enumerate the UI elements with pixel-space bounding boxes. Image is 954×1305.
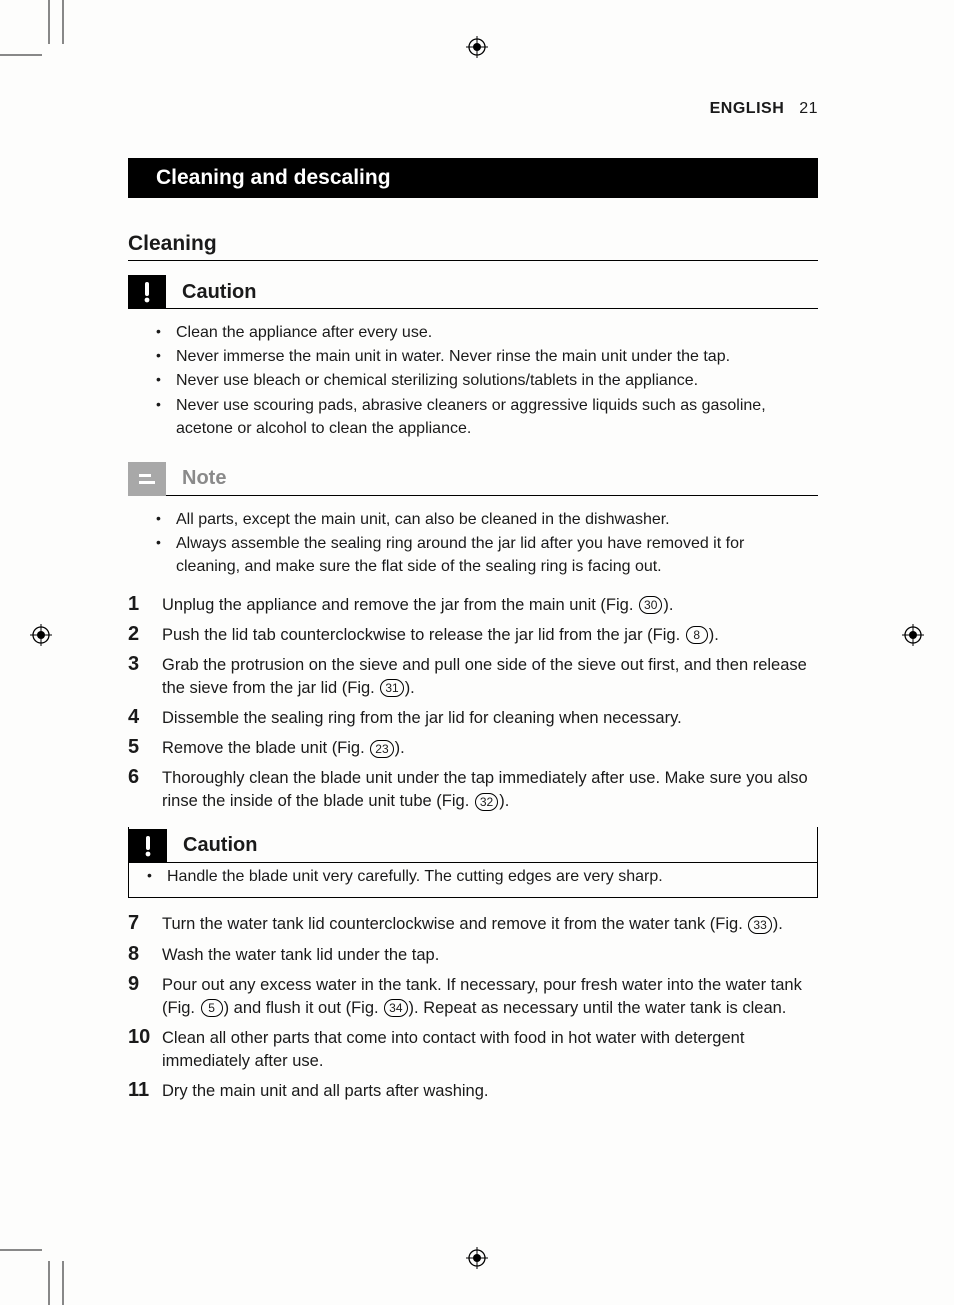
step-number: 9 <box>128 973 162 995</box>
step-item: 1Unplug the appliance and remove the jar… <box>128 593 818 617</box>
figure-reference: 8 <box>686 626 708 644</box>
caution-label: Caution <box>167 829 817 863</box>
step-text: Turn the water tank lid counterclockwise… <box>162 912 818 936</box>
step-item: 3Grab the protrusion on the sieve and pu… <box>128 653 818 700</box>
step-item: 11Dry the main unit and all parts after … <box>128 1079 818 1103</box>
registration-mark-icon <box>466 1247 488 1269</box>
note-block: Note All parts, except the main unit, ca… <box>128 462 818 579</box>
list-item: All parts, except the main unit, can als… <box>156 508 806 531</box>
registration-mark-icon <box>902 624 924 646</box>
step-item: 10Clean all other parts that come into c… <box>128 1026 818 1073</box>
list-item: Never use bleach or chemical sterilizing… <box>156 369 806 392</box>
caution-list: Handle the blade unit very carefully. Th… <box>129 863 817 888</box>
step-item: 2Push the lid tab counterclockwise to re… <box>128 623 818 647</box>
figure-reference: 5 <box>201 999 223 1017</box>
list-item: Handle the blade unit very carefully. Th… <box>147 865 805 888</box>
step-text: Wash the water tank lid under the tap. <box>162 943 818 967</box>
step-number: 10 <box>128 1026 162 1048</box>
step-item: 8Wash the water tank lid under the tap. <box>128 943 818 967</box>
caution-block-bordered: Caution Handle the blade unit very caref… <box>128 827 818 898</box>
numbered-steps: 1Unplug the appliance and remove the jar… <box>128 593 818 814</box>
caution-icon <box>129 829 167 863</box>
figure-reference: 32 <box>475 793 498 811</box>
step-number: 7 <box>128 912 162 934</box>
step-text: Dissemble the sealing ring from the jar … <box>162 706 818 730</box>
list-item: Never immerse the main unit in water. Ne… <box>156 345 806 368</box>
step-number: 8 <box>128 943 162 965</box>
crop-mark <box>48 0 50 44</box>
section-title-bar: Cleaning and descaling <box>128 158 818 198</box>
step-item: 9Pour out any excess water in the tank. … <box>128 973 818 1020</box>
figure-reference: 30 <box>639 596 662 614</box>
step-text: Remove the blade unit (Fig. 23). <box>162 736 818 760</box>
figure-reference: 31 <box>380 679 403 697</box>
registration-mark-icon <box>466 36 488 58</box>
step-text: Push the lid tab counterclockwise to rel… <box>162 623 818 647</box>
subheading-cleaning: Cleaning <box>128 232 818 261</box>
figure-reference: 23 <box>370 740 393 758</box>
note-icon <box>128 462 166 496</box>
caution-block: Caution Clean the appliance after every … <box>128 275 818 440</box>
figure-reference: 33 <box>748 916 771 934</box>
step-number: 4 <box>128 706 162 728</box>
figure-reference: 34 <box>384 999 407 1017</box>
language-label: ENGLISH <box>710 100 785 117</box>
step-item: 7Turn the water tank lid counterclockwis… <box>128 912 818 936</box>
step-number: 3 <box>128 653 162 675</box>
crop-mark <box>62 0 64 44</box>
page-content: ENGLISH 21 Cleaning and descaling Cleani… <box>128 100 818 1117</box>
step-text: Thoroughly clean the blade unit under th… <box>162 766 818 813</box>
crop-mark <box>62 1261 64 1305</box>
step-text: Dry the main unit and all parts after wa… <box>162 1079 818 1103</box>
caution-label: Caution <box>166 275 256 309</box>
step-text: Unplug the appliance and remove the jar … <box>162 593 818 617</box>
list-item: Clean the appliance after every use. <box>156 321 806 344</box>
numbered-steps: 7Turn the water tank lid counterclockwis… <box>128 912 818 1103</box>
step-item: 4Dissemble the sealing ring from the jar… <box>128 706 818 730</box>
registration-mark-icon <box>30 624 52 646</box>
step-text: Grab the protrusion on the sieve and pul… <box>162 653 818 700</box>
list-item: Always assemble the sealing ring around … <box>156 532 806 578</box>
note-list: All parts, except the main unit, can als… <box>128 502 818 579</box>
step-number: 2 <box>128 623 162 645</box>
page-header: ENGLISH 21 <box>128 100 818 118</box>
note-label: Note <box>166 462 226 496</box>
step-number: 11 <box>128 1079 162 1101</box>
caution-list: Clean the appliance after every use. Nev… <box>128 315 818 440</box>
step-text: Clean all other parts that come into con… <box>162 1026 818 1073</box>
step-text: Pour out any excess water in the tank. I… <box>162 973 818 1020</box>
crop-mark <box>0 54 42 56</box>
step-item: 5Remove the blade unit (Fig. 23). <box>128 736 818 760</box>
step-number: 6 <box>128 766 162 788</box>
crop-mark <box>48 1261 50 1305</box>
step-number: 5 <box>128 736 162 758</box>
page-number: 21 <box>799 100 818 117</box>
caution-icon <box>128 275 166 309</box>
step-item: 6Thoroughly clean the blade unit under t… <box>128 766 818 813</box>
list-item: Never use scouring pads, abrasive cleane… <box>156 394 806 440</box>
step-number: 1 <box>128 593 162 615</box>
crop-mark <box>0 1249 42 1251</box>
